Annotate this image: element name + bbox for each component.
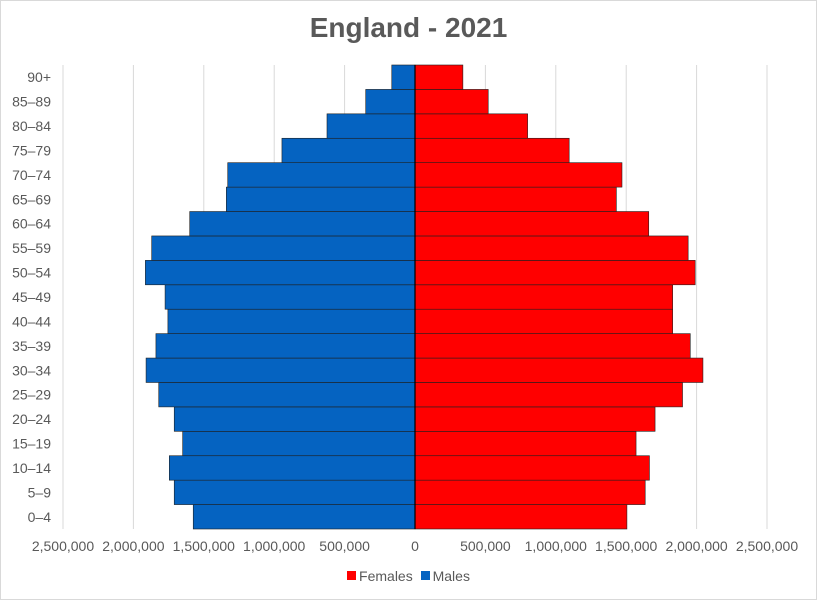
y-tick-label: 80–84 <box>12 118 51 134</box>
bar-females-50–54 <box>414 260 696 286</box>
y-tick-label: 60–64 <box>12 216 51 232</box>
bar-females-25–29 <box>414 382 683 408</box>
x-tick-label: 0 <box>411 538 419 554</box>
chart-title: England - 2021 <box>309 12 508 43</box>
bar-males-35–39 <box>155 333 416 359</box>
y-tick-label: 90+ <box>27 69 51 85</box>
bar-females-90+ <box>414 64 464 90</box>
bar-males-75–79 <box>281 137 416 163</box>
x-tick-label: 2,000,000 <box>665 538 727 554</box>
x-tick-label: 1,500,000 <box>595 538 657 554</box>
x-tick-label: 1,500,000 <box>173 538 235 554</box>
bar-males-15–19 <box>182 431 416 457</box>
legend-swatch-males <box>420 571 430 580</box>
chart-legend: Females Males <box>0 567 817 584</box>
y-tick-label: 25–29 <box>12 387 51 403</box>
bar-males-10–14 <box>169 455 416 481</box>
x-tick-label: 500,000 <box>460 538 511 554</box>
y-tick-label: 40–44 <box>12 313 51 329</box>
y-tick-label: 75–79 <box>12 142 51 158</box>
x-tick-label: 500,000 <box>319 538 370 554</box>
bar-males-55–59 <box>151 235 416 261</box>
x-tick-label: 2,500,000 <box>32 538 94 554</box>
legend-item-males: Males <box>420 567 470 584</box>
bar-females-45–49 <box>414 284 673 310</box>
legend-item-females: Females <box>347 568 413 584</box>
bar-males-30–34 <box>145 357 416 383</box>
y-tick-label: 0–4 <box>28 509 52 525</box>
y-tick-label: 55–59 <box>12 240 51 256</box>
y-tick-label: 20–24 <box>12 411 51 427</box>
bar-males-80–84 <box>326 113 416 139</box>
x-tick-label: 1,000,000 <box>525 538 587 554</box>
bar-females-40–44 <box>414 308 673 334</box>
y-tick-label: 10–14 <box>12 460 51 476</box>
bar-males-90+ <box>391 64 416 90</box>
legend-label-females: Females <box>359 567 413 584</box>
bar-females-65–69 <box>414 186 617 212</box>
y-tick-label: 85–89 <box>12 94 51 110</box>
bar-males-50–54 <box>145 260 416 286</box>
bar-males-70–74 <box>227 162 416 188</box>
bar-males-60–64 <box>189 211 416 237</box>
y-tick-label: 50–54 <box>12 265 51 281</box>
bar-males-85–89 <box>365 89 416 115</box>
x-tick-label: 2,500,000 <box>736 538 798 554</box>
y-tick-label: 30–34 <box>12 362 51 378</box>
bar-females-0–4 <box>414 504 628 530</box>
legend-label-males: Males <box>432 567 470 584</box>
bar-males-65–69 <box>226 186 416 212</box>
bar-males-20–24 <box>173 406 416 432</box>
bar-females-30–34 <box>414 357 704 383</box>
y-tick-label: 5–9 <box>28 484 52 500</box>
bar-males-40–44 <box>167 308 416 334</box>
bar-females-10–14 <box>414 455 650 481</box>
bar-females-55–59 <box>414 235 689 261</box>
bar-males-5–9 <box>173 479 416 505</box>
x-tick-label: 2,000,000 <box>102 538 164 554</box>
y-tick-label: 70–74 <box>12 167 51 183</box>
bar-females-70–74 <box>414 162 623 188</box>
bar-females-60–64 <box>414 211 650 237</box>
y-tick-label: 45–49 <box>12 289 51 305</box>
bar-females-5–9 <box>414 479 646 505</box>
bar-females-35–39 <box>414 333 691 359</box>
bar-females-75–79 <box>414 137 570 163</box>
bar-males-25–29 <box>158 382 416 408</box>
y-tick-label: 65–69 <box>12 191 51 207</box>
x-tick-label: 1,000,000 <box>243 538 305 554</box>
y-tick-label: 35–39 <box>12 338 51 354</box>
legend-swatch-females <box>347 571 357 580</box>
bar-females-85–89 <box>414 89 489 115</box>
y-tick-label: 15–19 <box>12 436 51 452</box>
bar-females-20–24 <box>414 406 656 432</box>
bar-females-15–19 <box>414 431 637 457</box>
bar-females-80–84 <box>414 113 528 139</box>
bar-males-45–49 <box>164 284 416 310</box>
bar-males-0–4 <box>192 504 416 530</box>
